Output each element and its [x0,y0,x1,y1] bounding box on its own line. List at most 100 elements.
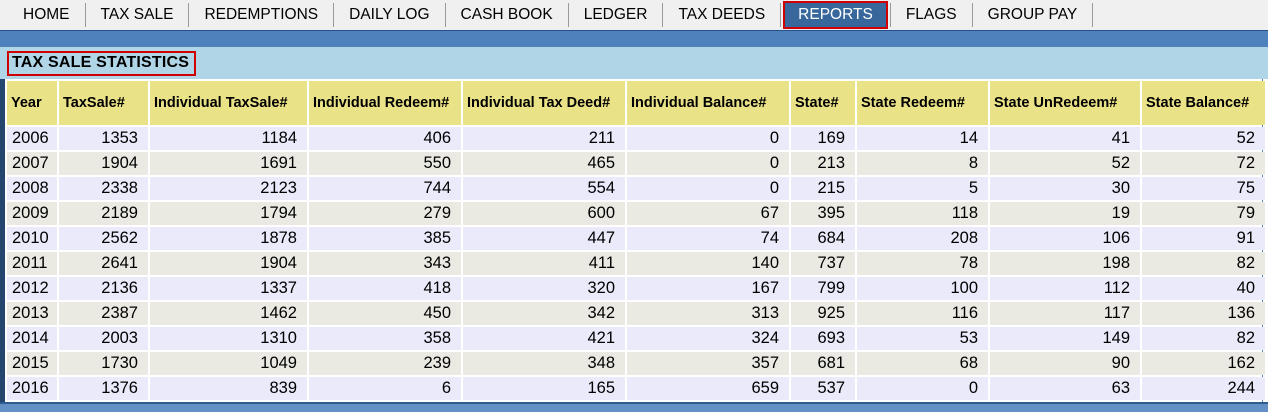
tax-sale-statistics-table: Year TaxSale# Individual TaxSale# Indivi… [5,79,1267,402]
value-cell: 30 [990,177,1140,200]
value-cell: 41 [990,127,1140,150]
value-cell: 1691 [150,152,307,175]
nav-item-tax-sale[interactable]: TAX SALE [100,6,174,23]
value-cell: 418 [309,277,461,300]
value-cell: 52 [990,152,1140,175]
value-cell: 450 [309,302,461,325]
value-cell: 198 [990,252,1140,275]
value-cell: 8 [857,152,988,175]
year-cell: 2014 [7,327,57,350]
nav-item-redemptions[interactable]: REDEMPTIONS [204,6,319,23]
value-cell: 693 [791,327,855,350]
value-cell: 239 [309,352,461,375]
nav-separator [889,3,891,27]
value-cell: 79 [1142,202,1265,225]
column-header-taxsale: TaxSale# [59,81,148,125]
table-row: 2006 1353 1184 406 211 0 169 14 41 52 [7,127,1265,150]
value-cell: 53 [857,327,988,350]
value-cell: 244 [1142,377,1265,400]
value-cell: 342 [463,302,625,325]
year-cell: 2008 [7,177,57,200]
value-cell: 554 [463,177,625,200]
value-cell: 5 [857,177,988,200]
value-cell: 2562 [59,227,148,250]
year-cell: 2009 [7,202,57,225]
year-cell: 2006 [7,127,57,150]
value-cell: 313 [627,302,789,325]
year-cell: 2007 [7,152,57,175]
nav-item-daily-log[interactable]: DAILY LOG [349,6,430,23]
table-header-row: Year TaxSale# Individual TaxSale# Indivi… [7,81,1265,125]
value-cell: 90 [990,352,1140,375]
value-cell: 465 [463,152,625,175]
value-cell: 744 [309,177,461,200]
value-cell: 112 [990,277,1140,300]
value-cell: 67 [627,202,789,225]
value-cell: 600 [463,202,625,225]
value-cell: 117 [990,302,1140,325]
value-cell: 208 [857,227,988,250]
year-cell: 2012 [7,277,57,300]
bottom-border-bar [0,402,1268,412]
value-cell: 447 [463,227,625,250]
table-row: 2016 1376 839 6 165 659 537 0 63 244 [7,377,1265,400]
column-header-state-redeem: State Redeem# [857,81,988,125]
value-cell: 75 [1142,177,1265,200]
value-cell: 2641 [59,252,148,275]
year-cell: 2010 [7,227,57,250]
nav-item-group-pay[interactable]: GROUP PAY [987,6,1078,23]
year-cell: 2013 [7,302,57,325]
value-cell: 1904 [59,152,148,175]
value-cell: 684 [791,227,855,250]
value-cell: 149 [990,327,1140,350]
table-row: 2009 2189 1794 279 600 67 395 118 19 79 [7,202,1265,225]
value-cell: 2387 [59,302,148,325]
value-cell: 82 [1142,327,1265,350]
nav-item-reports[interactable]: REPORTS [783,1,888,29]
value-cell: 925 [791,302,855,325]
nav-separator [444,3,446,27]
main-nav: HOME TAX SALE REDEMPTIONS DAILY LOG CASH BOO… [0,0,1268,30]
value-cell: 1049 [150,352,307,375]
value-cell: 737 [791,252,855,275]
table-row: 2015 1730 1049 239 348 357 681 68 90 162 [7,352,1265,375]
nav-item-cash-book[interactable]: CASH BOOK [460,6,553,23]
nav-separator [662,3,664,27]
value-cell: 1794 [150,202,307,225]
value-cell: 406 [309,127,461,150]
value-cell: 1904 [150,252,307,275]
table-row: 2007 1904 1691 550 465 0 213 8 52 72 [7,152,1265,175]
table-row: 2008 2338 2123 744 554 0 215 5 30 75 [7,177,1265,200]
value-cell: 52 [1142,127,1265,150]
value-cell: 140 [627,252,789,275]
value-cell: 1337 [150,277,307,300]
value-cell: 0 [627,127,789,150]
nav-separator [1092,3,1094,27]
value-cell: 2189 [59,202,148,225]
value-cell: 2003 [59,327,148,350]
value-cell: 279 [309,202,461,225]
table-row: 2013 2387 1462 450 342 313 925 116 117 136 [7,302,1265,325]
value-cell: 395 [791,202,855,225]
value-cell: 0 [857,377,988,400]
nav-item-flags[interactable]: FLAGS [905,6,957,23]
column-header-year: Year [7,81,57,125]
value-cell: 2136 [59,277,148,300]
nav-item-ledger[interactable]: LEDGER [583,6,648,23]
value-cell: 74 [627,227,789,250]
value-cell: 1878 [150,227,307,250]
column-header-state-unredeem: State UnRedeem# [990,81,1140,125]
nav-separator [84,3,86,27]
value-cell: 348 [463,352,625,375]
value-cell: 1353 [59,127,148,150]
value-cell: 162 [1142,352,1265,375]
value-cell: 1184 [150,127,307,150]
nav-item-home[interactable]: HOME [23,6,70,23]
table-row: 2014 2003 1310 358 421 324 693 53 149 82 [7,327,1265,350]
nav-separator [188,3,190,27]
value-cell: 550 [309,152,461,175]
value-cell: 213 [791,152,855,175]
nav-item-tax-deeds[interactable]: TAX DEEDS [678,6,766,23]
value-cell: 165 [463,377,625,400]
